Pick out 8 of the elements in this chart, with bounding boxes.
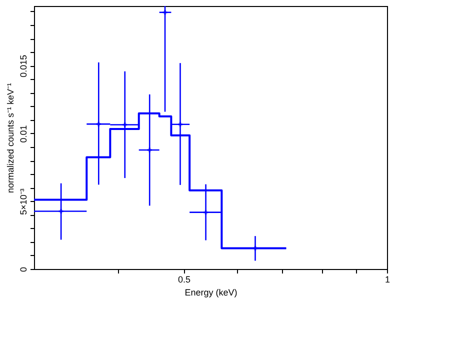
x-tick-label: 0.5 <box>178 274 191 284</box>
y-tick-label: 0.01 <box>18 125 28 143</box>
x-axis-title: Energy (keV) <box>184 288 238 298</box>
y-tick-label: 0.015 <box>18 54 28 78</box>
y-axis-title: normalized counts s⁻¹ keV⁻¹ <box>6 82 16 194</box>
y-tick-label: 0 <box>18 266 28 272</box>
y-tick-label: 5×10⁻³ <box>18 188 28 215</box>
x-tick-label: 1 <box>384 274 390 284</box>
